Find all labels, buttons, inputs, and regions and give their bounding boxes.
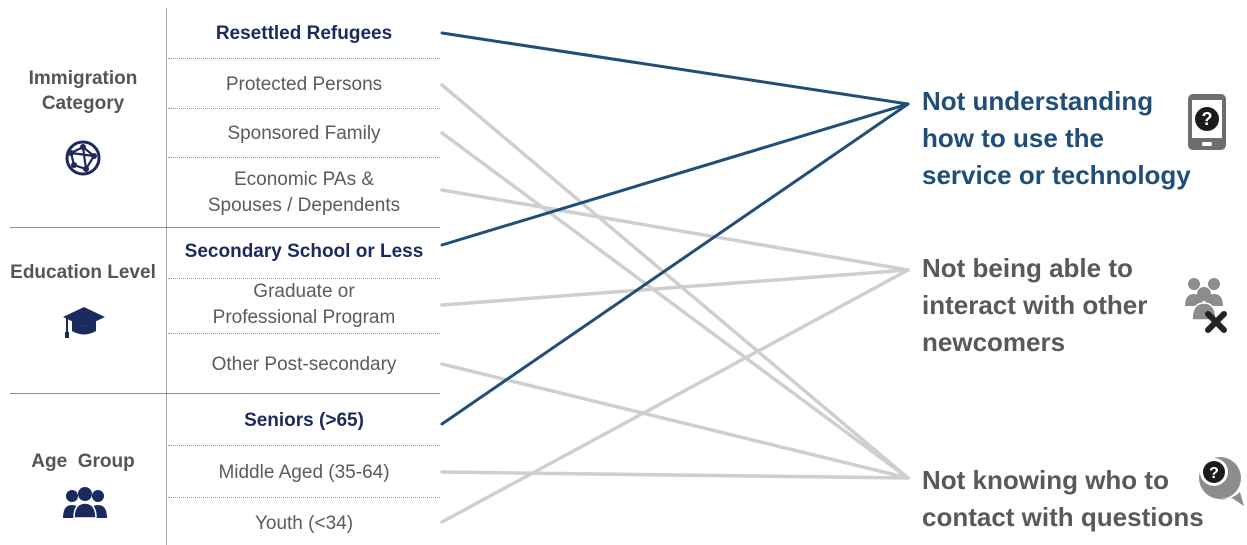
link-line xyxy=(440,470,910,480)
people-group-icon xyxy=(62,484,108,525)
svg-text:?: ? xyxy=(1202,109,1213,129)
item-youth: Youth (<34) xyxy=(254,513,354,534)
tablet-question-icon: ? xyxy=(1186,92,1228,157)
row-separator xyxy=(168,278,440,279)
globe-network-icon xyxy=(64,139,102,182)
link-line xyxy=(440,362,910,480)
link-line xyxy=(440,131,910,480)
item-economic-pas: Economic PAs & Spouses / Dependents xyxy=(207,169,401,216)
outcome-contact-questions: Not knowing who to contact with question… xyxy=(922,465,1204,532)
link-line xyxy=(440,188,910,272)
item-secondary-school: Secondary School or Less xyxy=(184,241,424,262)
row-separator xyxy=(168,58,440,59)
item-seniors: Seniors (>65) xyxy=(244,410,364,431)
outcome-interact-newcomers: Not being able to interact with other ne… xyxy=(922,253,1148,357)
graduation-cap-icon xyxy=(62,303,106,346)
item-other-post-secondary: Other Post-secondary xyxy=(211,354,397,375)
item-resettled-refugees: Resettled Refugees xyxy=(215,23,393,44)
group-separator xyxy=(10,393,440,394)
link-line xyxy=(440,83,910,480)
item-graduate-professional: Graduate or Professional Program xyxy=(212,281,396,328)
speech-bubble-question-icon: ? xyxy=(1196,450,1246,515)
group-label-education-level: Education Level xyxy=(10,262,156,283)
outcome-technology: Not understanding how to use the service… xyxy=(922,86,1191,190)
group-label-age-group: Age Group xyxy=(31,451,135,472)
item-protected-persons: Protected Persons xyxy=(225,74,383,95)
link-line xyxy=(440,268,910,307)
row-separator xyxy=(168,157,440,158)
group-separator xyxy=(10,227,440,228)
group-label-immigration-category: Immigration Category xyxy=(28,68,138,114)
link-line xyxy=(440,102,910,426)
row-separator xyxy=(168,108,440,109)
row-separator xyxy=(168,445,440,446)
svg-text:?: ? xyxy=(1209,465,1219,482)
left-divider xyxy=(166,8,167,545)
link-line xyxy=(440,31,910,106)
row-separator xyxy=(168,497,440,498)
row-separator xyxy=(168,333,440,334)
link-line xyxy=(440,102,910,247)
group-x-icon xyxy=(1184,272,1232,341)
item-middle-aged: Middle Aged (35-64) xyxy=(218,462,390,483)
link-line xyxy=(440,268,910,524)
item-sponsored-family: Sponsored Family xyxy=(227,123,381,144)
